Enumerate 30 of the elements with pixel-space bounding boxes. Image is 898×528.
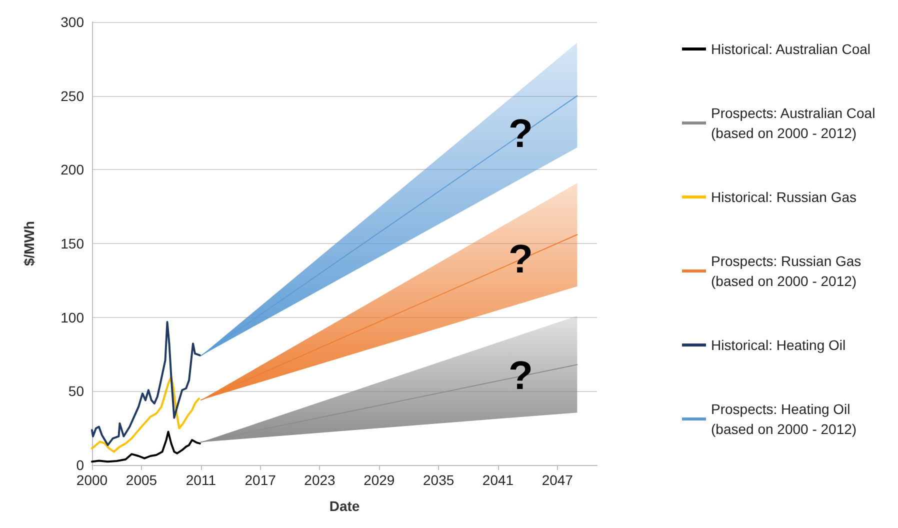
x-tick-label: 2005 bbox=[126, 472, 158, 488]
legend-label: Prospects: Russian Gas (based on 2000 - 2012) bbox=[711, 253, 866, 289]
line-series bbox=[91, 321, 201, 446]
legend-label: Historical: Australian Coal bbox=[711, 41, 871, 57]
legend-label: Prospects: Heating Oil (based on 2000 - 2012) bbox=[711, 401, 857, 437]
y-tick-label: 250 bbox=[60, 88, 84, 104]
line-series bbox=[91, 430, 201, 463]
legend-label: Historical: Russian Gas bbox=[711, 189, 856, 205]
x-tick-label: 2000 bbox=[76, 472, 108, 488]
y-tick-label: 100 bbox=[60, 309, 84, 326]
y-tick-label: 150 bbox=[60, 236, 84, 252]
annotation: ? bbox=[508, 354, 533, 398]
legend-label: Historical: Heating Oil bbox=[711, 337, 846, 353]
x-tick-label: 2047 bbox=[542, 472, 574, 488]
y-tick-label: 50 bbox=[68, 383, 84, 400]
x-tick-label: 2017 bbox=[244, 472, 276, 488]
line-series bbox=[91, 376, 200, 453]
y-axis-title: $/MWh bbox=[21, 220, 37, 266]
x-tick-label: 2023 bbox=[304, 472, 336, 488]
x-axis-title: Date bbox=[329, 498, 360, 514]
y-tick-label: 300 bbox=[60, 14, 84, 30]
legend-label: Prospects: Australian Coal (based on 2000 - 2012) bbox=[711, 105, 880, 141]
x-tick-label: 2011 bbox=[186, 472, 216, 488]
annotation: ? bbox=[508, 237, 533, 282]
x-tick-label: 2035 bbox=[422, 472, 454, 488]
y-tick-label: 200 bbox=[60, 162, 84, 178]
x-tick-label: 2029 bbox=[364, 472, 395, 488]
y-tick-label: 0 bbox=[76, 457, 84, 473]
annotation: ? bbox=[508, 112, 533, 156]
x-tick-label: 2041 bbox=[482, 472, 514, 488]
